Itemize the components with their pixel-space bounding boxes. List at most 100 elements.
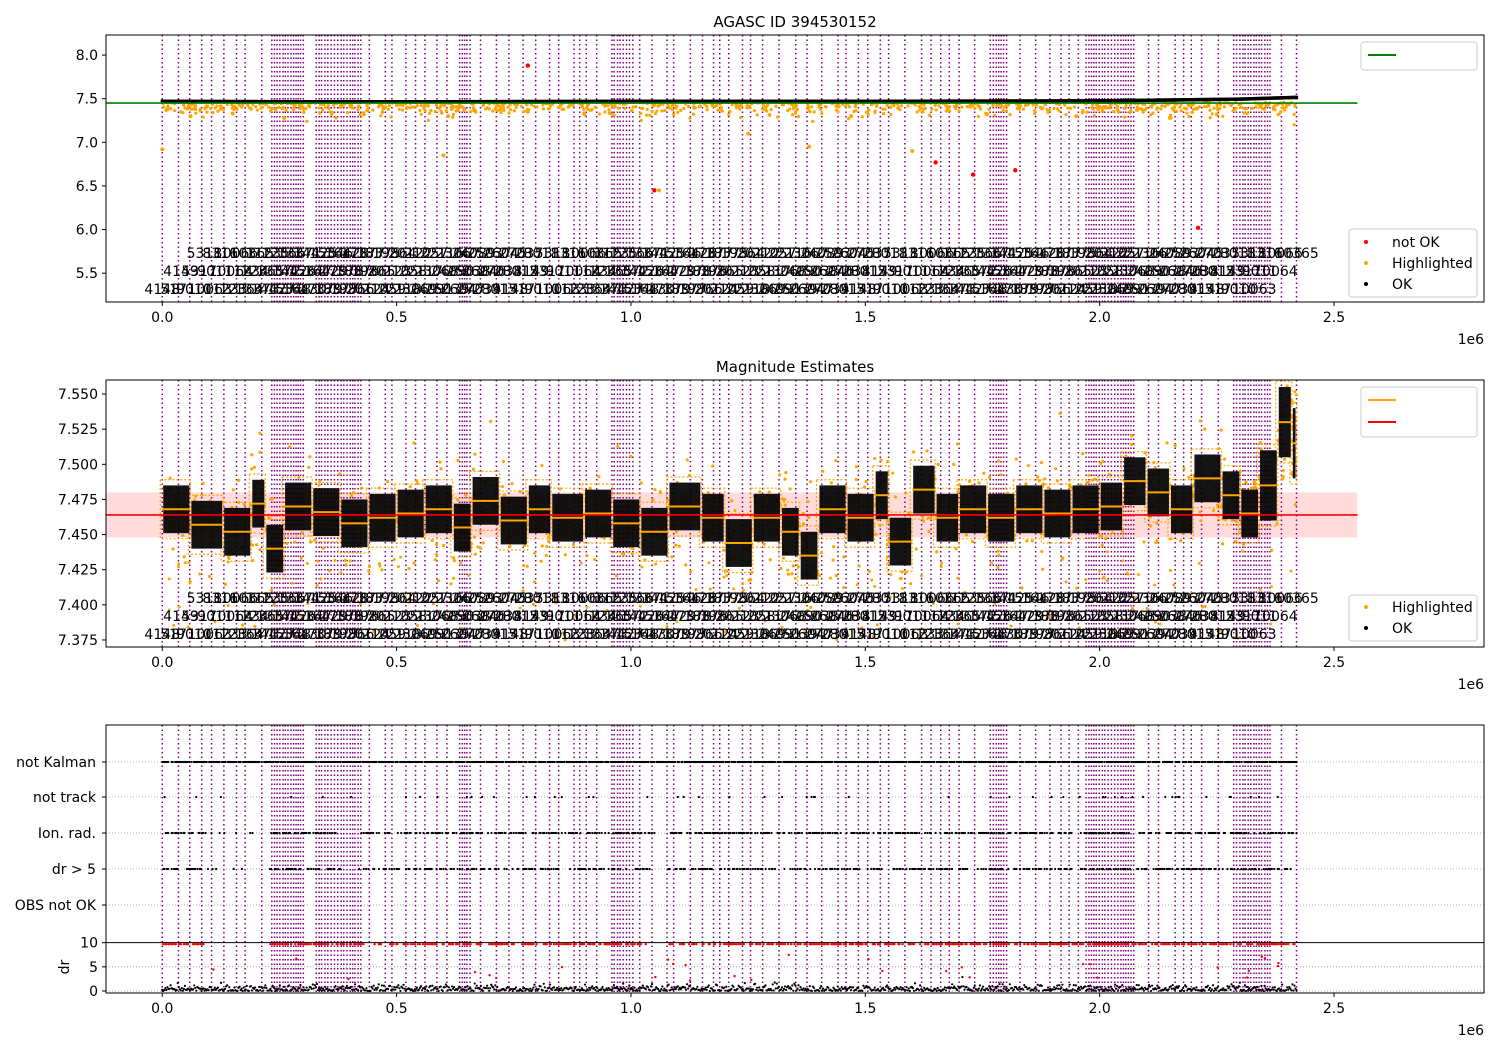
highlighted-point bbox=[1223, 105, 1226, 108]
highlighted-point bbox=[721, 109, 724, 112]
highlighted-point bbox=[1074, 114, 1078, 118]
flag-point bbox=[690, 832, 692, 834]
highlighted-point bbox=[344, 563, 347, 566]
flag-point bbox=[504, 832, 506, 834]
flag-point bbox=[533, 832, 535, 834]
highlighted-point bbox=[1081, 110, 1084, 113]
highlighted-point bbox=[1040, 550, 1043, 553]
flag-point bbox=[1258, 796, 1260, 798]
flag-point bbox=[249, 832, 251, 834]
highlighted-point bbox=[316, 559, 319, 562]
highlighted-point bbox=[997, 554, 1000, 557]
middle-ytick-label: 7.475 bbox=[58, 492, 98, 508]
highlighted-point bbox=[1192, 108, 1195, 111]
flag-point bbox=[472, 832, 474, 834]
flag-point bbox=[289, 832, 291, 834]
highlighted-point bbox=[582, 112, 586, 116]
highlighted-point bbox=[173, 109, 176, 112]
flag-point bbox=[526, 761, 528, 763]
highlighted-point bbox=[820, 551, 823, 554]
flag-point bbox=[1222, 761, 1224, 763]
flag-point bbox=[911, 832, 913, 834]
flag-point bbox=[317, 761, 319, 763]
highlighted-point bbox=[753, 109, 756, 112]
highlighted-point bbox=[996, 566, 999, 569]
highlighted-point bbox=[393, 558, 396, 561]
highlighted-point bbox=[526, 565, 529, 568]
legend-label: OK bbox=[1392, 621, 1413, 637]
middle-ytick-label: 7.375 bbox=[58, 633, 98, 649]
highlighted-point bbox=[915, 547, 918, 550]
flag-point bbox=[392, 761, 394, 763]
flag-point bbox=[1230, 796, 1232, 798]
flag-point bbox=[270, 832, 272, 834]
flag-point bbox=[410, 832, 412, 834]
highlighted-point bbox=[1058, 109, 1061, 112]
highlighted-point bbox=[682, 107, 685, 110]
highlighted-point bbox=[307, 104, 310, 107]
highlighted-point bbox=[956, 577, 959, 580]
highlighted-point bbox=[835, 574, 838, 577]
highlighted-point bbox=[238, 104, 241, 107]
highlighted-point bbox=[952, 463, 955, 466]
flag-point bbox=[623, 761, 625, 763]
highlighted-point bbox=[545, 545, 548, 548]
highlighted-point bbox=[415, 479, 418, 482]
flag-point bbox=[756, 832, 758, 834]
highlighted-point bbox=[233, 105, 236, 108]
highlighted-point bbox=[1123, 107, 1126, 110]
flag-point bbox=[612, 832, 614, 834]
flag-point bbox=[589, 832, 591, 834]
highlighted-point bbox=[1293, 113, 1296, 116]
highlighted-point bbox=[1002, 109, 1005, 112]
highlighted-point bbox=[889, 113, 892, 116]
flag-point bbox=[904, 832, 906, 834]
highlighted-point bbox=[427, 105, 430, 108]
flag-point bbox=[1164, 796, 1166, 798]
obsid-label: 10063 bbox=[1232, 282, 1277, 298]
legend-marker bbox=[1364, 240, 1368, 244]
highlighted-point bbox=[435, 104, 438, 107]
highlighted-point bbox=[935, 550, 938, 553]
highlighted-point bbox=[948, 109, 951, 112]
highlighted-point bbox=[1295, 393, 1298, 396]
highlighted-point bbox=[350, 104, 353, 107]
highlighted-point bbox=[302, 111, 305, 114]
highlighted-point bbox=[179, 110, 182, 113]
highlighted-point bbox=[486, 106, 489, 109]
highlighted-point bbox=[285, 542, 288, 545]
flag-point bbox=[728, 796, 730, 798]
highlighted-point bbox=[847, 117, 850, 120]
highlighted-point bbox=[679, 109, 682, 112]
highlighted-point bbox=[910, 149, 914, 153]
highlighted-point bbox=[793, 106, 796, 109]
highlighted-point bbox=[802, 522, 805, 525]
highlighted-point bbox=[451, 107, 454, 110]
highlighted-point bbox=[321, 108, 324, 111]
flag-point bbox=[493, 796, 495, 798]
highlighted-point bbox=[820, 112, 823, 115]
highlighted-point bbox=[770, 108, 773, 111]
middle-ok-series bbox=[163, 387, 1295, 580]
flag-point bbox=[700, 832, 702, 834]
flag-point bbox=[681, 761, 683, 763]
highlighted-point bbox=[305, 120, 308, 123]
highlighted-point bbox=[968, 104, 971, 107]
highlighted-point bbox=[442, 544, 445, 547]
highlighted-point bbox=[429, 109, 432, 112]
highlighted-point bbox=[818, 106, 821, 109]
highlighted-point bbox=[188, 114, 192, 118]
flag-point bbox=[258, 761, 260, 763]
flag-point bbox=[596, 832, 598, 834]
highlighted-point bbox=[960, 105, 963, 108]
highlighted-point bbox=[368, 565, 371, 568]
highlighted-point bbox=[1244, 481, 1247, 484]
flag-point bbox=[297, 832, 299, 834]
highlighted-point bbox=[284, 109, 287, 112]
flag-point bbox=[676, 832, 678, 834]
highlighted-point bbox=[993, 114, 996, 117]
highlighted-point bbox=[667, 104, 670, 107]
highlighted-point bbox=[482, 541, 485, 544]
highlighted-point bbox=[329, 110, 332, 113]
highlighted-point bbox=[177, 565, 180, 568]
